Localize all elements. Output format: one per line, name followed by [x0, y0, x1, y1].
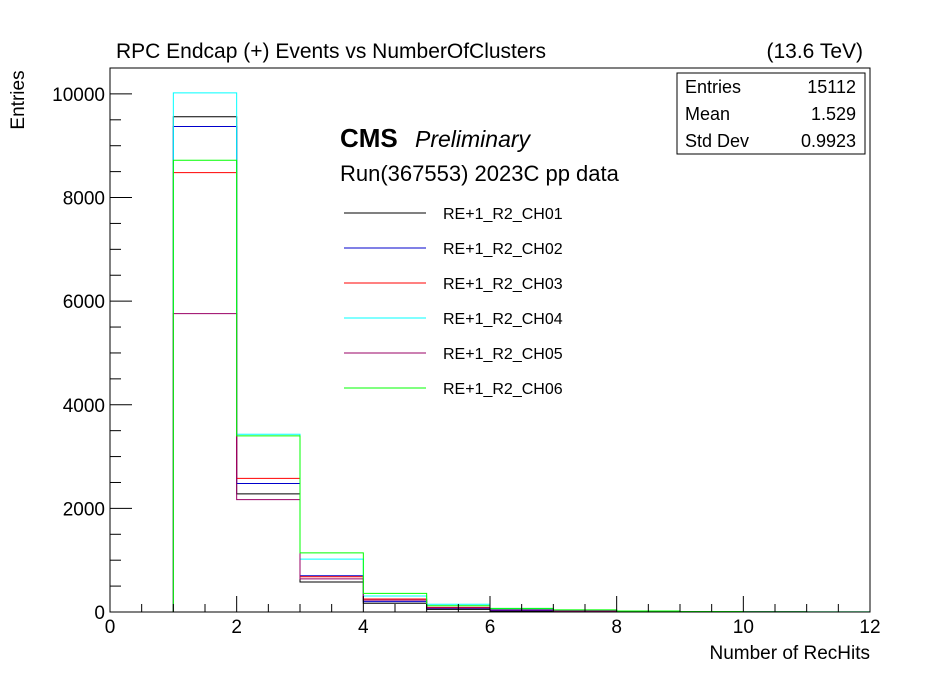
legend-label: RE+1_R2_CH06: [443, 381, 563, 398]
legend-label: RE+1_R2_CH05: [443, 346, 563, 363]
legend: RE+1_R2_CH01 RE+1_R2_CH02 RE+1_R2_CH03 RE+1…: [344, 206, 563, 398]
histogram-line-re-1-r2-ch02: [110, 126, 871, 613]
y-axis-label: Entries: [8, 70, 29, 129]
stats-stddev-value: 0.9923: [801, 131, 856, 151]
run-label: Run(367553) 2023C pp data: [340, 161, 620, 186]
stats-entries-label: Entries: [685, 77, 741, 97]
energy-label: (13.6 TeV): [767, 40, 864, 63]
x-tick-label: 8: [611, 617, 622, 638]
stats-box: Entries 15112 Mean 1.529 Std Dev 0.9923: [676, 72, 866, 155]
y-tick-label: 6000: [63, 292, 105, 313]
stats-mean-value: 1.529: [811, 104, 856, 124]
legend-label: RE+1_R2_CH02: [443, 241, 563, 258]
x-tick-label: 10: [733, 617, 754, 638]
legend-label: RE+1_R2_CH04: [443, 311, 563, 328]
x-tick-label: 12: [859, 617, 880, 638]
legend-label: RE+1_R2_CH01: [443, 206, 563, 223]
stats-mean-label: Mean: [685, 104, 730, 124]
x-tick-label: 2: [231, 617, 242, 638]
x-axis-label: Number of RecHits: [710, 643, 871, 664]
axis-ticks: 0 2 4 6 8 10 12 0 2000 4000 6000 8000 10000: [52, 67, 881, 638]
cms-preliminary-label: Preliminary: [415, 126, 532, 152]
y-tick-label: 10000: [52, 85, 105, 106]
y-tick-label: 0: [94, 603, 105, 624]
x-tick-label: 6: [485, 617, 496, 638]
stats-stddev-label: Std Dev: [685, 131, 749, 151]
cms-label: CMS: [340, 123, 398, 153]
x-tick-label: 4: [358, 617, 369, 638]
x-tick-label: 0: [105, 617, 116, 638]
legend-label: RE+1_R2_CH03: [443, 276, 563, 293]
y-tick-label: 2000: [63, 499, 105, 520]
chart-title: RPC Endcap (+) Events vs NumberOfCluster…: [116, 40, 546, 63]
histogram-line-re-1-r2-ch01: [110, 116, 871, 613]
y-tick-label: 8000: [63, 189, 105, 210]
stats-box-frame: [676, 72, 866, 155]
stats-entries-value: 15112: [807, 77, 856, 97]
y-tick-label: 4000: [63, 396, 105, 417]
